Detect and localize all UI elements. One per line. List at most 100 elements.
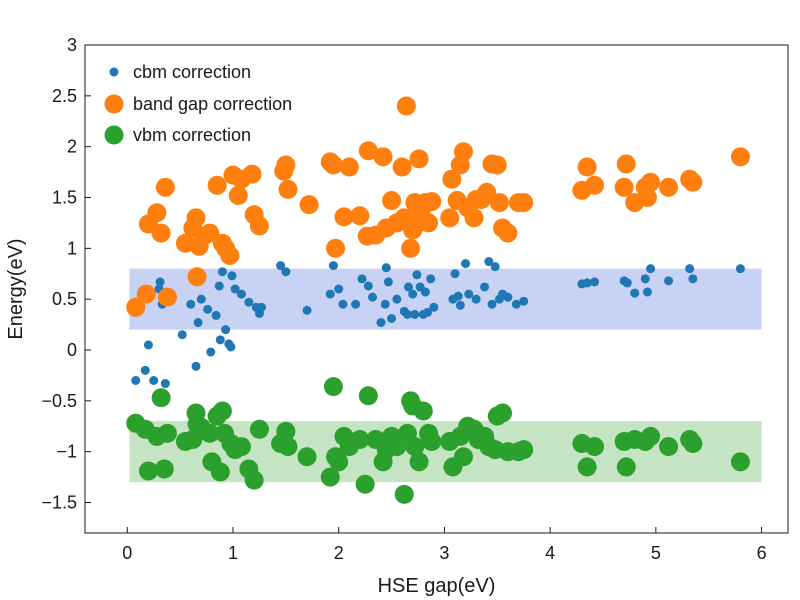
legend-label: cbm correction <box>133 62 251 82</box>
point-band-gap-correction-43 <box>396 96 416 116</box>
point-band-gap-correction-82 <box>730 147 750 167</box>
point-cbm-correction-67 <box>484 257 494 267</box>
y-tick-label: 0 <box>67 340 77 360</box>
x-tick-label: 5 <box>651 543 661 563</box>
point-band-gap-correction-59 <box>464 208 484 228</box>
point-band-gap-correction-30 <box>326 238 346 258</box>
point-band-gap-correction-44 <box>401 238 421 258</box>
point-vbm-correction-41 <box>387 437 407 457</box>
point-cbm-correction-52 <box>412 270 422 280</box>
point-cbm-correction-68 <box>487 299 497 309</box>
point-cbm-correction-19 <box>217 267 227 277</box>
point-cbm-correction-80 <box>630 288 640 298</box>
point-vbm-correction-20 <box>231 437 251 457</box>
point-cbm-correction-0 <box>131 376 141 385</box>
point-band-gap-correction-62 <box>477 182 497 202</box>
point-band-gap-correction-19 <box>228 185 248 205</box>
point-band-gap-correction-65 <box>489 193 509 213</box>
point-band-gap-correction-0 <box>126 297 146 317</box>
point-cbm-correction-36 <box>338 299 348 309</box>
point-band-gap-correction-23 <box>249 216 269 236</box>
point-cbm-correction-33 <box>325 289 335 299</box>
point-band-gap-correction-31 <box>334 207 354 227</box>
point-cbm-correction-2 <box>143 340 153 350</box>
point-cbm-correction-29 <box>257 302 267 312</box>
point-band-gap-correction-71 <box>577 157 597 177</box>
point-band-gap-correction-51 <box>419 213 439 233</box>
point-vbm-correction-34 <box>350 429 370 449</box>
legend-label: band gap correction <box>133 94 292 114</box>
point-vbm-correction-65 <box>514 440 534 460</box>
point-vbm-correction-62 <box>493 403 513 423</box>
x-tick-label: 1 <box>228 543 238 563</box>
point-vbm-correction-22 <box>244 470 264 490</box>
point-vbm-correction-28 <box>320 467 340 487</box>
legend-marker-vbm-correction <box>104 125 124 145</box>
point-cbm-correction-3 <box>149 376 159 385</box>
x-tick-label: 2 <box>334 543 344 563</box>
y-tick-label: 1.5 <box>52 188 77 208</box>
plot-frame <box>84 44 789 534</box>
point-vbm-correction-50 <box>422 432 442 451</box>
point-cbm-correction-24 <box>230 284 240 294</box>
point-band-gap-correction-21 <box>242 164 262 184</box>
point-cbm-correction-65 <box>471 294 481 304</box>
point-cbm-correction-9 <box>186 299 196 309</box>
point-cbm-correction-41 <box>376 318 386 328</box>
point-vbm-correction-67 <box>577 457 597 477</box>
point-cbm-correction-44 <box>383 277 393 287</box>
legend-marker-band-gap-correction <box>104 94 124 114</box>
point-vbm-correction-54 <box>453 447 473 467</box>
point-cbm-correction-20 <box>221 325 231 335</box>
point-cbm-correction-34 <box>328 261 338 271</box>
point-vbm-correction-12 <box>200 423 220 443</box>
x-axis: 0 1 2 3 4 5 6 <box>122 527 767 563</box>
point-cbm-correction-62 <box>455 300 465 310</box>
point-cbm-correction-57 <box>426 274 436 284</box>
y-tick-label: 2.5 <box>52 86 77 106</box>
y-tick-label: −0.5 <box>41 391 77 411</box>
point-vbm-correction-5 <box>154 459 174 479</box>
point-cbm-correction-12 <box>193 318 203 328</box>
y-tick-label: −1 <box>56 442 77 462</box>
point-cbm-correction-49 <box>403 282 413 292</box>
point-band-gap-correction-77 <box>637 188 657 207</box>
point-band-gap-correction-14 <box>207 175 227 195</box>
point-cbm-correction-23 <box>227 271 237 281</box>
point-band-gap-correction-72 <box>585 175 605 195</box>
point-band-gap-correction-1 <box>136 284 156 304</box>
point-band-gap-correction-69 <box>514 193 534 213</box>
point-cbm-correction-26 <box>244 297 254 307</box>
point-vbm-correction-48 <box>413 401 433 421</box>
legend-label: vbm correction <box>133 125 251 145</box>
point-band-gap-correction-32 <box>339 157 359 177</box>
y-tick-label: 1 <box>67 238 77 258</box>
point-cbm-correction-7 <box>160 379 170 389</box>
point-band-gap-correction-67 <box>498 223 518 243</box>
point-cbm-correction-60 <box>450 269 460 279</box>
point-cbm-correction-56 <box>423 307 433 317</box>
y-tick-label: 2 <box>67 137 77 157</box>
point-cbm-correction-87 <box>735 264 745 274</box>
point-band-gap-correction-78 <box>641 172 661 192</box>
point-cbm-correction-69 <box>490 262 500 272</box>
point-band-gap-correction-81 <box>683 172 703 192</box>
point-band-gap-correction-52 <box>422 192 442 212</box>
point-vbm-correction-16 <box>212 401 232 421</box>
point-cbm-correction-77 <box>590 277 600 287</box>
point-cbm-correction-86 <box>688 274 698 284</box>
point-cbm-correction-18 <box>215 335 225 345</box>
point-cbm-correction-5 <box>155 277 165 287</box>
point-band-gap-correction-73 <box>614 177 634 197</box>
point-band-gap-correction-39 <box>382 191 402 211</box>
point-vbm-correction-68 <box>585 437 605 457</box>
point-vbm-correction-42 <box>394 484 414 504</box>
point-band-gap-correction-3 <box>147 203 167 223</box>
point-vbm-correction-36 <box>358 386 378 406</box>
x-tick-label: 0 <box>122 543 132 563</box>
point-cbm-correction-16 <box>211 310 221 320</box>
y-axis: −1.5 −1 −0.5 0 0.5 1 1.5 2 2.5 3 <box>41 35 91 513</box>
point-cbm-correction-8 <box>177 330 187 340</box>
point-vbm-correction-25 <box>276 421 296 441</box>
point-cbm-correction-22 <box>226 342 236 352</box>
